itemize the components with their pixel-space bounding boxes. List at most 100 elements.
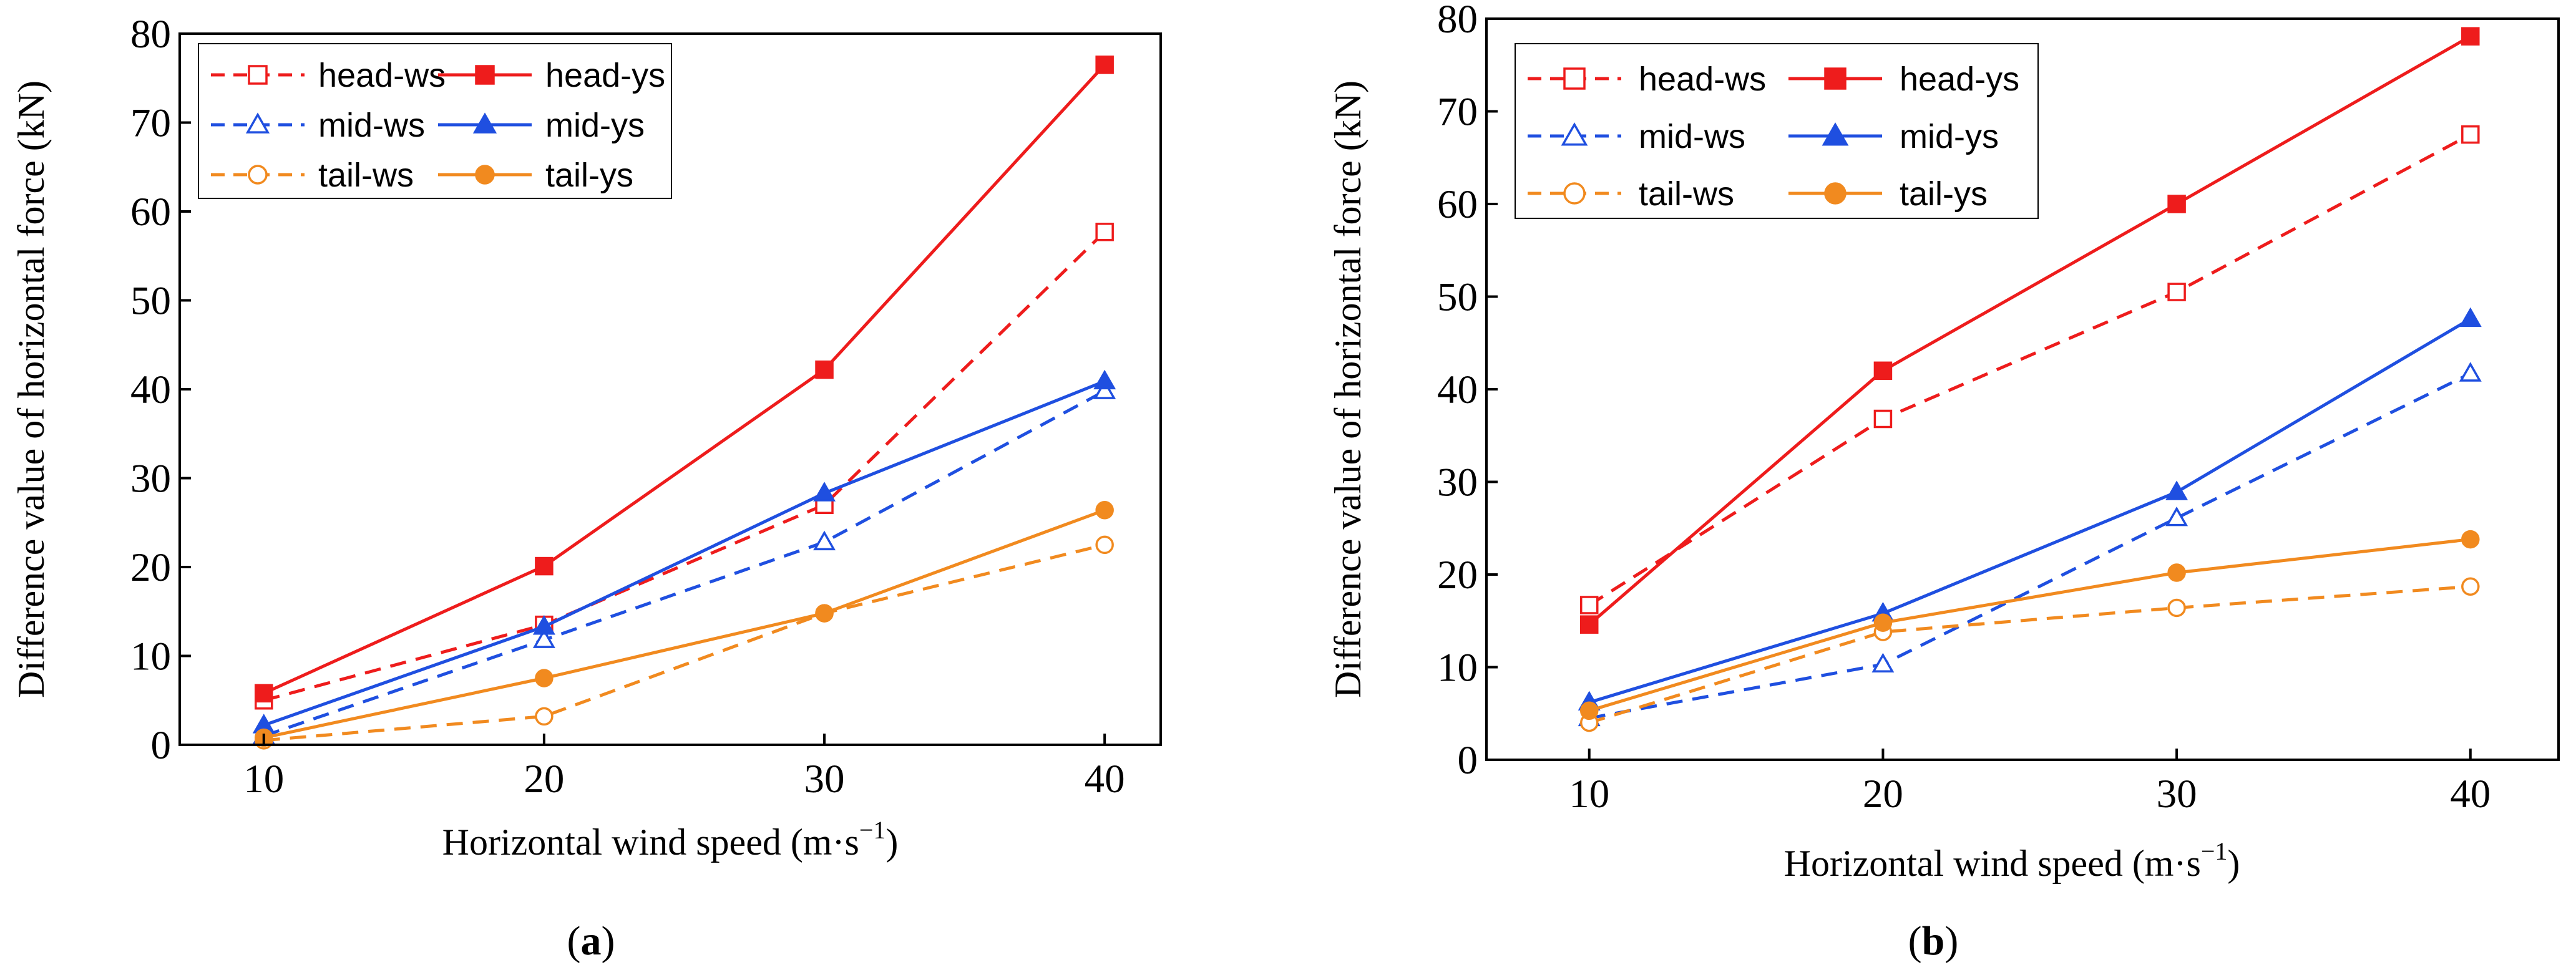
legend-marker-mid-ys: [472, 112, 497, 133]
data-point-head-ys: [1579, 615, 1599, 634]
x-tick-label: 10: [243, 757, 284, 802]
legend-label-mid-ys: mid-ys: [1900, 118, 1999, 155]
series-line-tail-ys: [263, 508, 1106, 740]
y-tick-label: 50: [130, 279, 171, 324]
legend-label-head-ws: head-ws: [1639, 61, 1766, 98]
legend-marker-mid-ws: [1561, 122, 1588, 146]
plot-series-a: [252, 56, 1116, 750]
data-point-tail-ys: [1873, 613, 1893, 632]
series-line-tail-ws: [1589, 585, 2471, 724]
x-axis-a: 10 20 30 40: [243, 734, 1125, 802]
x-tick-label: 20: [524, 757, 564, 802]
legend-b: head-ws head-ys mid-ws mid-ys tail-ws tail-ys: [1515, 43, 2039, 219]
series-line-mid-ws: [263, 389, 1106, 738]
series-line-mid-ys: [263, 379, 1106, 727]
y-tick-label: 20: [1437, 553, 1478, 598]
y-tick-label: 70: [130, 101, 171, 146]
data-point-head-ys: [254, 684, 273, 703]
legend-label-mid-ys: mid-ys: [545, 107, 645, 144]
legend-box-a: [198, 43, 672, 199]
x-tick-label: 30: [804, 757, 845, 802]
chart-panel-b: 0 10 20 30 40 50 60 70 80 10 20 30 40 Difference va…: [1327, 0, 2560, 964]
y-tick-label: 60: [130, 190, 171, 235]
data-point-head-ws: [1095, 223, 1114, 241]
y-tick-label: 40: [1437, 367, 1478, 412]
y-tick-label: 60: [1437, 182, 1478, 227]
caption-a: (a): [567, 918, 615, 964]
data-point-tail-ys: [1095, 501, 1114, 520]
y-tick-label: 10: [130, 634, 171, 679]
y-axis-title-a: Difference value of horizontal force (kN…: [11, 80, 52, 698]
series-line-head-ws: [263, 230, 1106, 702]
x-axis-b: 10 20 30 40: [1569, 749, 2491, 817]
x-tick-label: 10: [1569, 772, 1609, 817]
data-point-tail-ws: [535, 707, 554, 726]
data-point-tail-ws: [2167, 598, 2186, 618]
legend-marker-head-ws: [1563, 67, 1586, 90]
x-tick-label: 20: [1863, 772, 1903, 817]
legend-label-tail-ys: tail-ys: [1900, 175, 1988, 213]
y-tick-label: 30: [1437, 460, 1478, 505]
legend-label-head-ws: head-ws: [318, 57, 446, 94]
data-point-mid-ys: [813, 482, 836, 502]
y-axis-title-b: Difference value of horizontal force (kN…: [1327, 80, 1368, 698]
series-line-tail-ys: [1589, 538, 2471, 712]
caption-letter-a: a: [581, 918, 602, 964]
x-tick-label: 40: [1085, 757, 1125, 802]
data-point-mid-ws: [1093, 379, 1116, 399]
legend-marker-head-ws: [248, 65, 268, 85]
legend-marker-tail-ws: [248, 165, 268, 185]
x-axis-title-a: Horizontal wind speed (m·s−1): [442, 816, 899, 863]
legend-label-mid-ws: mid-ws: [318, 107, 425, 144]
data-point-head-ys: [535, 556, 554, 576]
data-point-head-ws: [1579, 596, 1599, 614]
series-line-head-ys: [263, 64, 1106, 695]
data-point-tail-ys: [2461, 530, 2480, 549]
chart-panel-a: 0 10 20 30 40 50 60 70 80 10 20 30 40 Difference va…: [11, 12, 1162, 964]
data-point-head-ys: [2461, 27, 2480, 46]
data-point-tail-ws: [1095, 535, 1114, 555]
data-point-tail-ys: [535, 669, 554, 687]
caption-letter-b: b: [1922, 918, 1945, 964]
data-point-mid-ys: [2459, 307, 2482, 327]
x-tick-label: 40: [2450, 772, 2491, 817]
data-point-tail-ys: [815, 604, 834, 623]
legend-label-head-ys: head-ys: [1900, 61, 2019, 98]
legend-marker-head-ys: [475, 65, 495, 85]
y-tick-label: 80: [130, 12, 171, 57]
y-tick-label: 40: [130, 367, 171, 412]
data-point-mid-ws: [813, 530, 836, 551]
legend-label-mid-ws: mid-ws: [1639, 118, 1745, 155]
legend-label-tail-ws: tail-ws: [1639, 175, 1734, 213]
x-tick-label: 30: [2157, 772, 2197, 817]
legend-label-tail-ws: tail-ws: [318, 157, 414, 194]
data-point-head-ws: [2461, 125, 2480, 144]
data-point-mid-ws: [1871, 652, 1895, 673]
legend-marker-tail-ys: [1824, 182, 1847, 205]
y-axis-b: 0 10 20 30 40 50 60 70 80: [1437, 0, 1498, 783]
x-axis-title-b: Horizontal wind speed (m·s−1): [1784, 837, 2240, 884]
data-point-tail-ys: [2167, 563, 2186, 582]
data-point-head-ws: [2167, 283, 2186, 301]
y-axis-a: 0 10 20 30 40 50 60 70 80: [130, 12, 191, 768]
plot-series-b: [1578, 27, 2482, 732]
y-tick-label: 30: [130, 457, 171, 502]
data-point-head-ys: [1873, 361, 1893, 381]
legend-marker-head-ys: [1824, 67, 1847, 90]
data-point-mid-ys: [2165, 480, 2188, 500]
series-line-mid-ws: [1589, 372, 2471, 720]
data-point-mid-ws: [2165, 506, 2188, 526]
data-point-head-ys: [815, 360, 834, 379]
legend-marker-mid-ys: [1822, 122, 1849, 146]
caption-b: (b): [1908, 918, 1959, 964]
data-point-mid-ys: [1093, 369, 1116, 390]
data-point-mid-ws: [532, 628, 555, 648]
data-point-mid-ws: [2459, 362, 2482, 382]
legend-box-b: [1515, 43, 2039, 219]
y-tick-label: 80: [1437, 0, 1478, 42]
y-tick-label: 50: [1437, 275, 1478, 320]
legend-marker-tail-ws: [1563, 182, 1586, 205]
data-point-tail-ws: [2461, 577, 2480, 596]
data-point-head-ys: [1095, 56, 1114, 74]
